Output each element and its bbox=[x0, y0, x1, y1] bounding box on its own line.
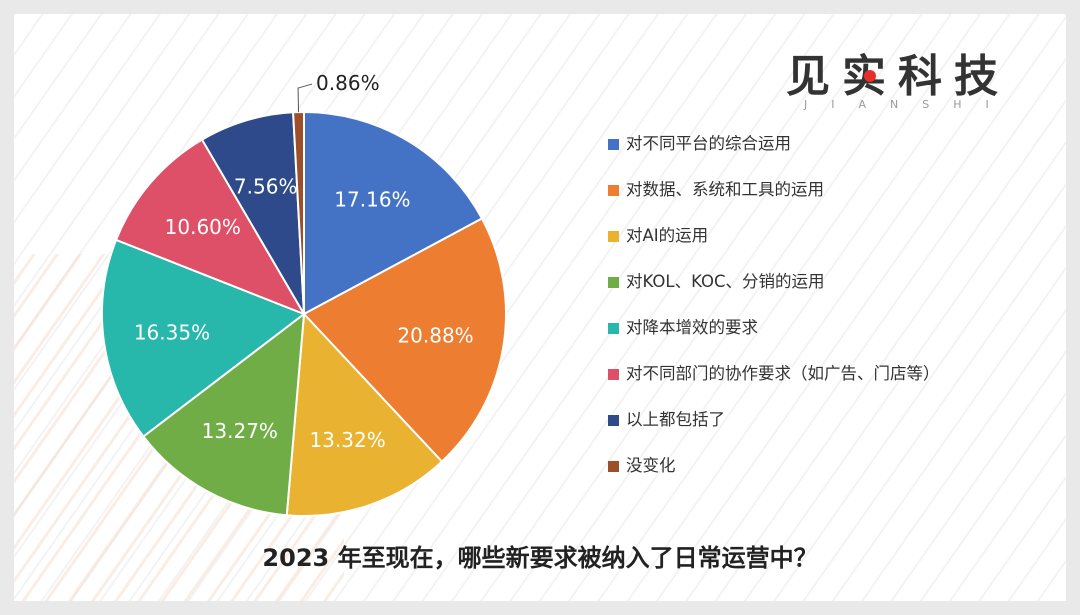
slide-frame: 见实科技 JIANSHI 17.16% 20.88% 13.32% 13.27% 16.… bbox=[14, 14, 1066, 601]
legend-swatch-5 bbox=[608, 323, 619, 334]
pie-data-labels: 17.16% 20.88% 13.32% 13.27% 16.35% 10.60% 7.56… bbox=[134, 71, 474, 452]
pie-label-3: 13.32% bbox=[309, 428, 385, 452]
legend-swatch-1 bbox=[608, 139, 619, 150]
logo-subtext: JIANSHI bbox=[804, 98, 1013, 111]
pie-slice-5 bbox=[101, 238, 307, 438]
pie-leader-line-8 bbox=[297, 83, 313, 113]
legend-label-7: 以上都包括了 bbox=[626, 410, 725, 429]
legend-swatch-6 bbox=[608, 369, 619, 380]
legend-label-3: 对AI的运用 bbox=[626, 226, 709, 245]
pie-leader-lines bbox=[297, 83, 313, 113]
legend-label-6: 对不同部门的协作要求（如广告、门店等） bbox=[626, 364, 940, 383]
pie-slice-2 bbox=[302, 217, 507, 464]
pie-label-5: 16.35% bbox=[134, 320, 210, 344]
pie-slices bbox=[101, 110, 507, 517]
pie-slice-1 bbox=[303, 110, 484, 316]
logo-red-dot bbox=[864, 70, 876, 82]
chart-title: 2023 年至现在，哪些新要求被纳入了日常运营中？ bbox=[262, 544, 818, 572]
logo-text: 见实科技 bbox=[786, 51, 1010, 102]
legend-label-5: 对降本增效的要求 bbox=[626, 318, 758, 337]
legend-item-5: 对降本增效的要求 bbox=[608, 316, 1048, 362]
legend-swatch-8 bbox=[608, 461, 619, 472]
pie-label-4: 13.27% bbox=[202, 419, 278, 443]
chart-legend: 对不同平台的综合运用对数据、系统和工具的运用 对AI的运用对KOL、KOC、分销的… bbox=[608, 132, 1048, 500]
legend-item-6: 对不同部门的协作要求（如广告、门店等） bbox=[608, 362, 1048, 408]
legend-swatch-3 bbox=[608, 231, 619, 242]
legend-item-2: 对数据、系统和工具的运用 bbox=[608, 178, 1048, 224]
pie-chart: 17.16% 20.88% 13.32% 13.27% 16.35% 10.60% 7.56… bbox=[101, 71, 507, 517]
pie-label-2: 20.88% bbox=[397, 324, 473, 348]
pie-label-1: 17.16% bbox=[334, 188, 410, 212]
legend-label-4: 对KOL、KOC、分销的运用 bbox=[626, 272, 825, 291]
pie-slice-7 bbox=[200, 111, 305, 315]
legend-item-7: 以上都包括了 bbox=[608, 408, 1048, 454]
pie-slice-6 bbox=[114, 138, 307, 316]
legend-label-2: 对数据、系统和工具的运用 bbox=[626, 180, 824, 199]
pie-label-6: 10.60% bbox=[165, 215, 241, 239]
pie-slice-3 bbox=[285, 311, 444, 517]
pie-slice-4 bbox=[141, 311, 306, 517]
legend-swatch-2 bbox=[608, 185, 619, 196]
legend-item-4: 对KOL、KOC、分销的运用 bbox=[608, 270, 1048, 316]
legend-label-1: 对不同平台的综合运用 bbox=[626, 134, 791, 153]
pie-label-7: 7.56% bbox=[234, 174, 298, 198]
legend-item-3: 对AI的运用 bbox=[608, 224, 1048, 270]
pie-label-8: 0.86% bbox=[316, 71, 380, 95]
legend-label-8: 没变化 bbox=[626, 456, 676, 475]
brand-logo: 见实科技 JIANSHI bbox=[786, 40, 1026, 120]
legend-swatch-7 bbox=[608, 415, 619, 426]
legend-swatch-4 bbox=[608, 277, 619, 288]
legend-item-1: 对不同平台的综合运用 bbox=[608, 132, 1048, 178]
legend-item-8: 没变化 bbox=[608, 454, 1048, 500]
